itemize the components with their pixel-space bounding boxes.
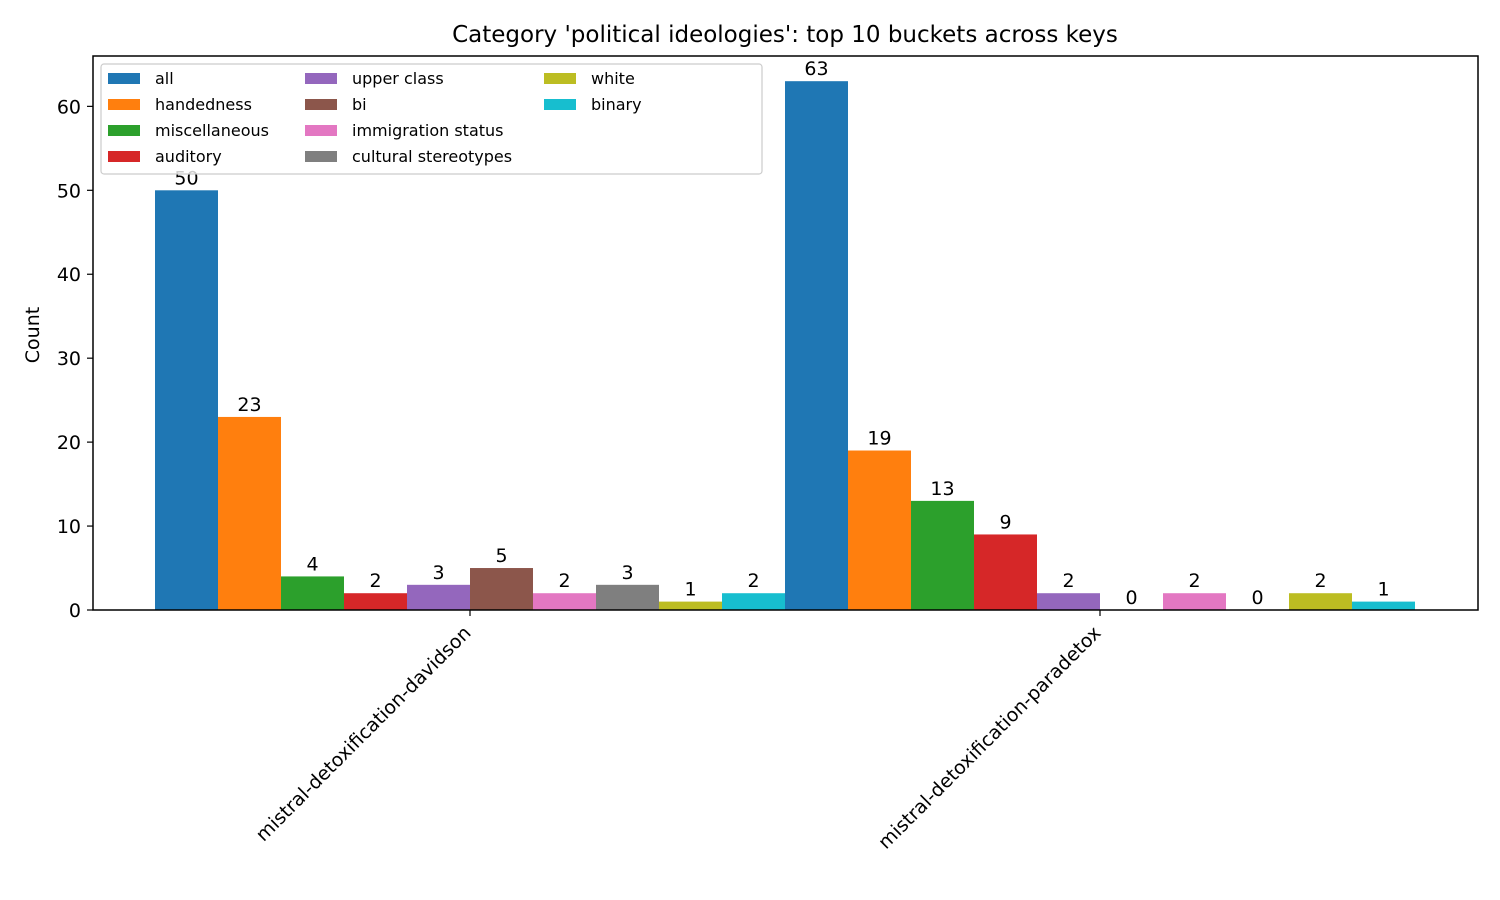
- bar-value-label: 5: [495, 545, 507, 567]
- bar: [1163, 593, 1226, 610]
- legend-label: auditory: [155, 147, 222, 166]
- bar-value-label: 9: [999, 511, 1011, 533]
- legend-label: miscellaneous: [155, 121, 269, 140]
- bar-value-label: 23: [237, 394, 261, 416]
- legend-label: upper class: [352, 69, 444, 88]
- legend-swatch: [305, 73, 337, 84]
- bar: [722, 593, 785, 610]
- bar: [1352, 601, 1415, 610]
- legend-box: [100, 63, 763, 175]
- bar-value-label: 2: [558, 570, 570, 592]
- bar: [596, 584, 659, 610]
- bar-value-label: 19: [867, 428, 891, 450]
- legend-swatch: [305, 151, 337, 162]
- y-tick-label: 10: [57, 516, 81, 538]
- bar-value-label: 2: [369, 570, 381, 592]
- bar: [218, 416, 281, 610]
- y-tick-label: 20: [57, 432, 81, 454]
- legend-swatch: [305, 125, 337, 136]
- y-axis-title: Count: [22, 307, 44, 363]
- y-tick-label: 50: [57, 180, 81, 202]
- legend-label: immigration status: [352, 121, 504, 140]
- bar: [848, 450, 911, 610]
- x-tick-label: mistral-detoxification-paradetox: [874, 622, 1106, 854]
- bar: [470, 568, 533, 610]
- y-tick-label: 0: [69, 600, 81, 622]
- bar-value-label: 1: [684, 579, 696, 601]
- y-axis: 0 10 20 30 40 50 60: [57, 96, 93, 622]
- bar: [407, 584, 470, 610]
- legend-swatch: [544, 99, 576, 110]
- legend-label: bi: [352, 95, 367, 114]
- bar-value-label: 3: [621, 562, 633, 584]
- x-axis: mistral-detoxification-davidson mistral-d…: [252, 610, 1106, 854]
- bar-value-label: 2: [747, 570, 759, 592]
- bar-value-label: 2: [1314, 570, 1326, 592]
- legend-swatch: [108, 125, 140, 136]
- legend-swatch: [544, 73, 576, 84]
- legend-label: cultural stereotypes: [352, 147, 512, 166]
- legend-label: all: [155, 69, 174, 88]
- bar: [155, 190, 218, 610]
- bar: [785, 81, 848, 610]
- bar-value-label: 13: [930, 478, 954, 500]
- bar-value-label: 4: [306, 553, 318, 575]
- bar: [911, 500, 974, 610]
- legend-swatch: [108, 151, 140, 162]
- bar: [1289, 593, 1352, 610]
- legend-label: handedness: [155, 95, 252, 114]
- bar: [344, 593, 407, 610]
- plot-frame: [92, 55, 1479, 611]
- bar-value-label: 2: [1062, 570, 1074, 592]
- legend-label: white: [591, 69, 635, 88]
- bar-value-label: 3: [432, 562, 444, 584]
- y-tick-label: 60: [57, 96, 81, 118]
- bar: [533, 593, 596, 610]
- legend-swatch: [108, 99, 140, 110]
- bar-value-label: 1: [1377, 579, 1389, 601]
- bar-value-label: 63: [804, 58, 828, 80]
- chart-title: Category 'political ideologies': top 10 …: [452, 22, 1118, 48]
- bar: [1037, 593, 1100, 610]
- bar-value-label: 0: [1125, 587, 1137, 609]
- bar: [974, 534, 1037, 610]
- bar: [281, 576, 344, 610]
- x-tick-label: mistral-detoxification-davidson: [252, 622, 476, 846]
- legend-label: binary: [591, 95, 642, 114]
- bar-value-label: 2: [1188, 570, 1200, 592]
- bar: [659, 601, 722, 610]
- bar-value-label: 0: [1251, 587, 1263, 609]
- y-tick-label: 30: [57, 348, 81, 370]
- y-tick-label: 40: [57, 264, 81, 286]
- legend-swatch: [305, 99, 337, 110]
- legend-swatch: [108, 73, 140, 84]
- legend: all handedness miscellaneous auditory upper …: [100, 63, 763, 175]
- bars-group: [155, 81, 1415, 610]
